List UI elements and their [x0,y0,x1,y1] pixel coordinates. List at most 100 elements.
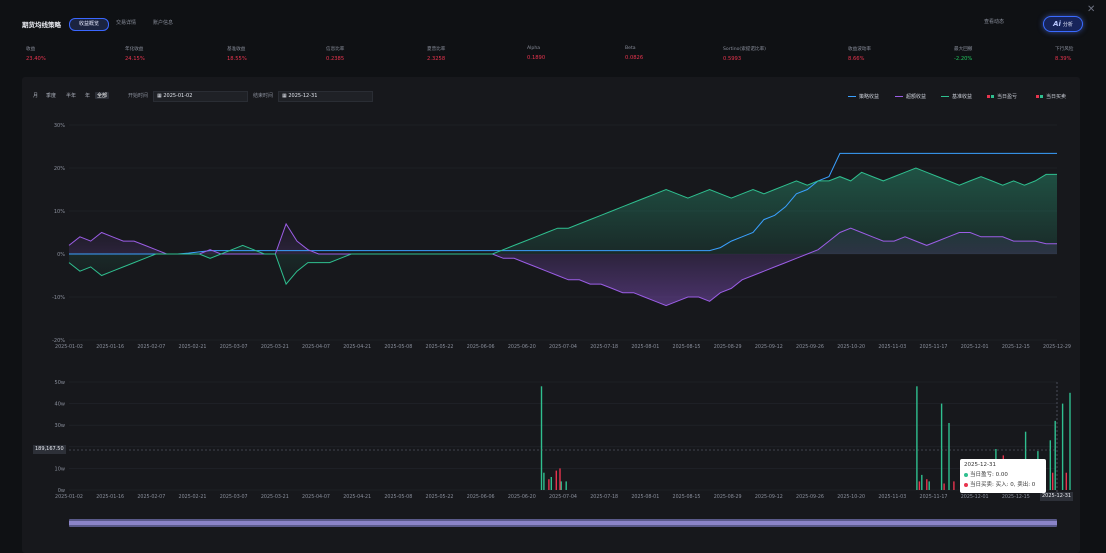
metric-value: 8.39% [1055,56,1072,62]
range-half-year[interactable]: 半年 [66,93,77,99]
series-line-benchmark[interactable] [68,167,1057,286]
metric-label: 信息比率 [326,47,345,52]
bar[interactable] [926,479,928,490]
range-year[interactable]: 年 [85,93,91,99]
bar[interactable] [921,474,923,490]
bar[interactable] [543,472,545,490]
ai-badge-icon: Ai [1053,20,1061,28]
x-tick-label: 2025-07-04 [549,494,577,500]
bar[interactable] [1061,403,1064,490]
x-tick-label: 2025-08-15 [673,344,701,350]
legend-excess[interactable]: 超额收益 [895,93,926,100]
x-tick-label: 2025-04-07 [302,344,330,350]
bar[interactable] [943,483,945,491]
ai-analyze-label: 分析 [1062,22,1073,28]
calendar-icon: ▦ [282,93,287,99]
bar[interactable] [1052,472,1054,490]
legend-swatch [941,96,949,97]
legend-daily-trade[interactable]: 当日买卖 [1036,93,1066,100]
metric-label: 最大回撤 [954,47,973,52]
tab-trade-details[interactable]: 交易详情 [115,20,136,26]
bar[interactable] [1049,440,1051,490]
metric-sortino: Sortino(索提诺比率) 0.5993 [723,46,766,62]
legend-daily-pnl[interactable]: 当日盈亏 [987,93,1017,100]
x-tick-label: 2025-05-08 [384,494,412,500]
x-tick-label: 2025-06-20 [508,494,536,500]
x-tick-label: 2025-11-17 [920,494,948,500]
bar[interactable] [550,477,552,490]
bar[interactable] [940,403,943,490]
y-tick-label: 10w [55,466,65,472]
range-all[interactable]: 全部 [95,92,110,99]
bar[interactable] [559,468,561,490]
close-icon[interactable]: ✕ [1087,4,1096,15]
view-dynamic-button[interactable]: 查看动态 [984,19,1005,25]
legend-strategy[interactable]: 策略收益 [848,93,879,100]
metric-label: Alpha [527,46,541,51]
bar[interactable] [928,481,930,490]
x-tick-label: 2025-08-01 [631,494,659,500]
tab-overview[interactable]: 收益概览 [69,18,109,31]
x-tick-label: 2025-05-22 [426,494,454,500]
x-tick-label: 2025-11-17 [920,344,948,350]
bar[interactable] [918,481,921,490]
tooltip: 2025-12-31 当日盈亏: 0.00 当日买卖: 买入: 0, 卖出: 0 [960,459,1046,493]
bar[interactable] [948,423,950,490]
bar[interactable] [560,481,562,490]
chart-panel [22,77,1080,553]
metric-information-ratio: 信息比率 0.2385 [326,46,344,62]
end-date-value: 2025-12-31 [288,93,318,99]
series-line-excess[interactable] [68,222,1057,307]
legend-swatch [848,96,856,97]
bar[interactable] [1054,420,1056,490]
metric-sharpe-ratio: 夏普比率 2.3258 [427,46,445,62]
start-date-input[interactable]: ▦ 2025-01-02 [153,91,248,102]
metric-max-drawdown: 最大回撤 -2.20% [954,46,972,62]
green-dot-icon [964,472,968,477]
bar[interactable] [916,386,918,490]
metric-value: 8.66% [848,56,865,62]
bar[interactable] [1069,392,1071,490]
zoom-scrollbar-range[interactable] [69,521,1057,525]
bar[interactable] [555,470,557,490]
legend-label: 当日盈亏 [997,94,1018,100]
metric-value: 23.40% [26,56,46,62]
x-tick-label: 2025-08-01 [631,344,659,350]
x-tick-label: 2025-04-21 [343,494,371,500]
x-tick-label: 2025-01-16 [96,494,124,500]
calendar-icon: ▦ [157,93,162,99]
legend-swatch [991,95,994,98]
bar[interactable] [540,386,543,490]
metric-annual-return: 年化收益 24.15% [125,46,145,62]
x-tick-label: 2025-02-21 [179,494,207,500]
bar[interactable] [548,479,550,490]
end-date-input[interactable]: ▦ 2025-12-31 [278,91,373,102]
x-tick-label: 2025-03-21 [261,494,289,500]
bar[interactable] [1065,472,1067,490]
metric-return: 收益 23.40% [26,46,46,62]
x-tick-label: 2025-02-07 [137,344,165,350]
x-tick-label: 2025-11-03 [878,494,906,500]
metric-label: 年化收益 [125,47,144,52]
start-date-value: 2025-01-02 [163,93,193,99]
legend-benchmark[interactable]: 基准收益 [941,93,972,100]
ai-analyze-button[interactable]: Ai 分析 [1043,16,1083,32]
bar[interactable] [565,481,567,490]
x-tick-label: 2025-12-15 [1002,344,1030,350]
x-tick-label: 2025-05-22 [426,344,454,350]
bar[interactable] [953,481,955,490]
y-tick-label: 20% [54,166,65,172]
cursor-x-value: 2025-12-31 [1040,492,1074,501]
x-tick-label: 2025-03-21 [261,344,289,350]
series-line-strategy[interactable] [69,152,1057,255]
tab-account-info[interactable]: 账户信息 [152,20,173,26]
range-quarter[interactable]: 季度 [46,93,57,99]
zoom-scrollbar[interactable] [69,519,1057,527]
legend-swatch [895,96,903,97]
metric-volatility: 收益波动率 8.66% [848,46,871,62]
range-month[interactable]: 月 [33,93,39,99]
metric-downside-risk: 下行风险 8.39% [1055,46,1073,62]
y-tick-label: 0w [58,488,65,494]
